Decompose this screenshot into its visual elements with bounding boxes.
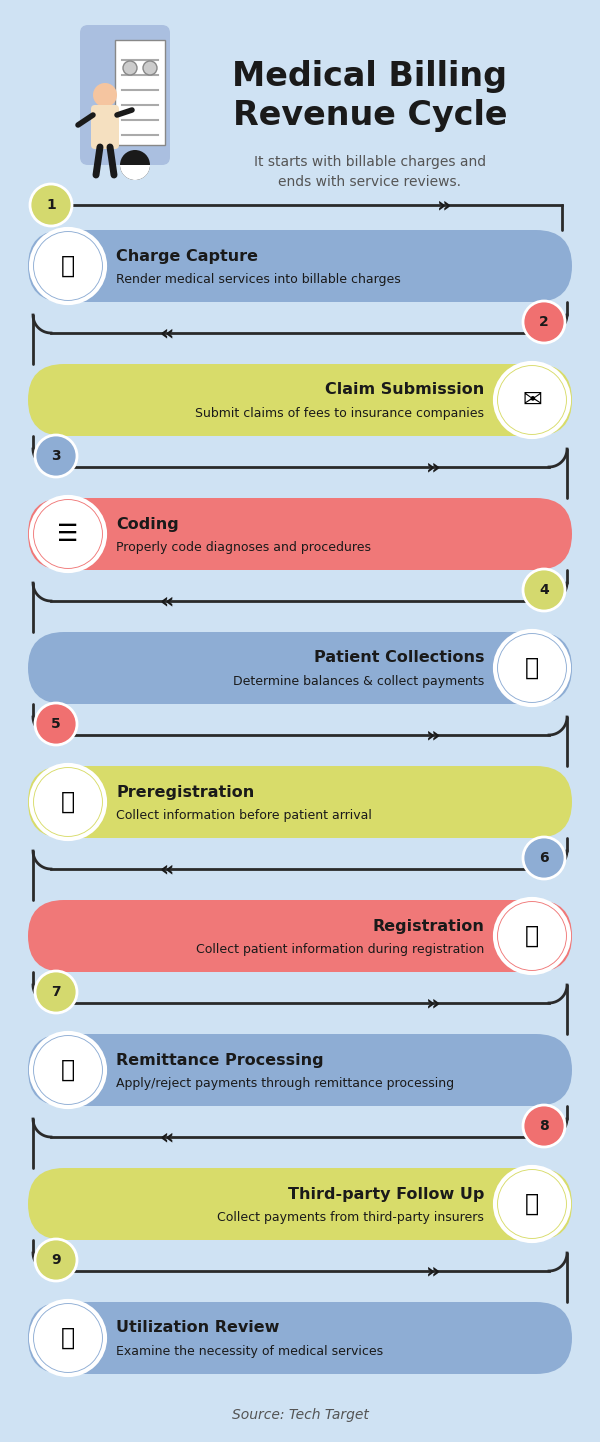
Circle shape (31, 1301, 105, 1376)
FancyBboxPatch shape (28, 766, 572, 838)
FancyBboxPatch shape (28, 231, 572, 301)
Circle shape (34, 769, 102, 836)
Text: Apply/reject payments through remittance processing: Apply/reject payments through remittance… (116, 1077, 454, 1090)
Text: 8: 8 (539, 1119, 549, 1133)
Text: 📷: 📷 (525, 924, 539, 947)
Text: »: » (427, 994, 440, 1012)
Circle shape (495, 632, 569, 705)
Circle shape (30, 185, 72, 226)
Polygon shape (115, 40, 165, 146)
Circle shape (498, 634, 566, 702)
Text: Coding: Coding (116, 516, 179, 532)
Text: Utilization Review: Utilization Review (116, 1321, 280, 1335)
Text: 📋: 📋 (525, 1193, 539, 1216)
Text: 7: 7 (51, 985, 61, 999)
Wedge shape (120, 164, 150, 180)
Text: Properly code diagnoses and procedures: Properly code diagnoses and procedures (116, 542, 371, 555)
Text: ☰: ☰ (58, 522, 79, 547)
Text: 🔍: 🔍 (61, 1327, 75, 1350)
Circle shape (34, 1304, 102, 1371)
Text: 🏠: 🏠 (61, 254, 75, 278)
Text: »: » (427, 725, 440, 746)
Text: Registration: Registration (372, 919, 484, 933)
Text: ✉: ✉ (522, 388, 542, 412)
Text: 🗂: 🗂 (525, 656, 539, 681)
Text: 3: 3 (51, 448, 61, 463)
Text: 1: 1 (46, 198, 56, 212)
Text: «: « (160, 591, 173, 611)
FancyBboxPatch shape (91, 105, 119, 149)
Text: »: » (437, 195, 451, 215)
Text: Determine balances & collect payments: Determine balances & collect payments (233, 675, 484, 688)
Circle shape (35, 970, 77, 1012)
Circle shape (143, 61, 157, 75)
Circle shape (498, 366, 566, 434)
Text: Medical Billing
Revenue Cycle: Medical Billing Revenue Cycle (233, 61, 508, 133)
Circle shape (31, 497, 105, 571)
Circle shape (35, 435, 77, 477)
Text: 👤: 👤 (61, 790, 75, 813)
Circle shape (120, 150, 150, 180)
Circle shape (31, 1032, 105, 1107)
Text: Charge Capture: Charge Capture (116, 248, 258, 264)
Text: Claim Submission: Claim Submission (325, 382, 484, 398)
Circle shape (31, 229, 105, 303)
FancyBboxPatch shape (28, 1034, 572, 1106)
Circle shape (34, 500, 102, 568)
Circle shape (35, 704, 77, 746)
FancyBboxPatch shape (28, 632, 572, 704)
Text: 2: 2 (539, 314, 549, 329)
FancyBboxPatch shape (28, 1302, 572, 1374)
Circle shape (35, 1239, 77, 1280)
Text: 9: 9 (51, 1253, 61, 1268)
FancyBboxPatch shape (28, 900, 572, 972)
Text: 5: 5 (51, 717, 61, 731)
Circle shape (495, 1167, 569, 1242)
Text: «: « (160, 323, 173, 343)
Circle shape (523, 570, 565, 611)
Text: «: « (160, 1128, 173, 1146)
Text: Collect information before patient arrival: Collect information before patient arriv… (116, 809, 372, 822)
FancyBboxPatch shape (80, 25, 170, 164)
Circle shape (523, 836, 565, 880)
Circle shape (498, 1169, 566, 1239)
Circle shape (123, 61, 137, 75)
Text: Submit claims of fees to insurance companies: Submit claims of fees to insurance compa… (195, 408, 484, 421)
Text: Collect patient information during registration: Collect patient information during regis… (196, 943, 484, 956)
Text: »: » (427, 1260, 440, 1280)
Text: »: » (427, 457, 440, 477)
Text: Remittance Processing: Remittance Processing (116, 1053, 323, 1067)
FancyBboxPatch shape (28, 363, 572, 435)
Text: 4: 4 (539, 583, 549, 597)
Text: Preregistration: Preregistration (116, 784, 254, 799)
Circle shape (34, 1035, 102, 1105)
Circle shape (495, 363, 569, 437)
Circle shape (34, 232, 102, 300)
Circle shape (93, 84, 117, 107)
FancyBboxPatch shape (28, 497, 572, 570)
Circle shape (523, 301, 565, 343)
Text: Source: Tech Target: Source: Tech Target (232, 1407, 368, 1422)
Circle shape (523, 1105, 565, 1146)
Text: Third-party Follow Up: Third-party Follow Up (287, 1187, 484, 1201)
Circle shape (498, 903, 566, 970)
Text: 📱: 📱 (61, 1058, 75, 1082)
Circle shape (31, 766, 105, 839)
Text: Patient Collections: Patient Collections (314, 650, 484, 666)
Text: Examine the necessity of medical services: Examine the necessity of medical service… (116, 1345, 383, 1358)
Text: Collect payments from third-party insurers: Collect payments from third-party insure… (217, 1211, 484, 1224)
Circle shape (495, 898, 569, 973)
Text: 6: 6 (539, 851, 549, 865)
FancyBboxPatch shape (28, 1168, 572, 1240)
Text: «: « (160, 859, 173, 880)
Text: It starts with billable charges and
ends with service reviews.: It starts with billable charges and ends… (254, 154, 486, 189)
Text: Render medical services into billable charges: Render medical services into billable ch… (116, 274, 401, 287)
